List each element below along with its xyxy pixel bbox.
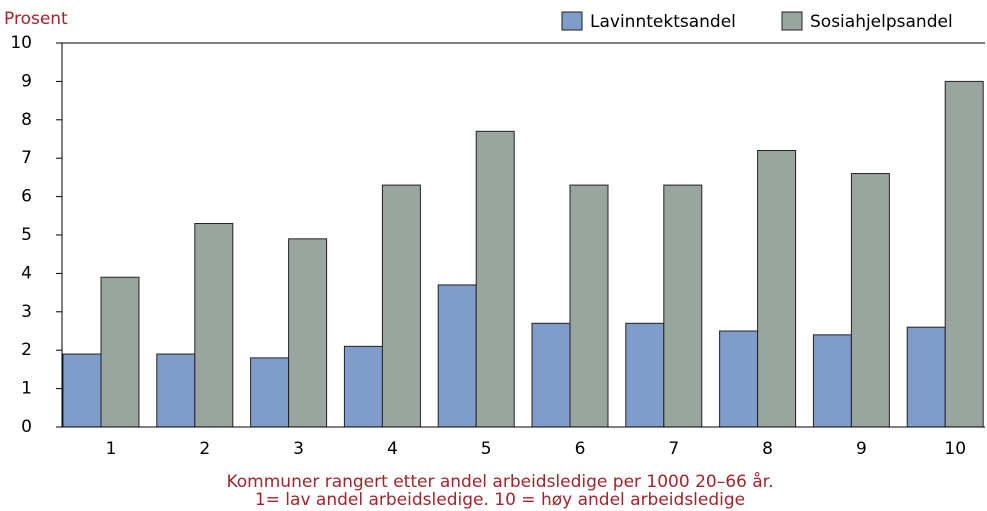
y-tick-label: 9: [21, 71, 32, 91]
x-axis-label: Kommuner rangert etter andel arbeidsledi…: [226, 471, 773, 492]
bar: [531, 322, 571, 428]
x-tick-label: 10: [944, 439, 966, 459]
bar: [663, 184, 703, 428]
x-tick-label: 6: [575, 439, 586, 459]
y-tick-label: 2: [21, 340, 32, 360]
y-tick-label: 7: [21, 148, 32, 168]
y-tick-label: 3: [21, 302, 32, 322]
bar: [437, 284, 477, 428]
bar: [250, 357, 290, 428]
bar: [812, 334, 852, 428]
legend-swatch: [781, 11, 803, 31]
x-axis-label: 1= lav andel arbeidsledige. 10 = høy and…: [255, 490, 745, 510]
bar: [100, 276, 140, 428]
x-tick-label: 5: [481, 439, 492, 459]
x-tick-label: 1: [106, 439, 117, 459]
bar: [343, 345, 383, 428]
bar: [757, 150, 797, 428]
x-tick-label: 9: [856, 439, 867, 459]
y-tick-label: 5: [21, 225, 32, 245]
y-tick-label: 4: [21, 263, 32, 283]
y-tick-label: 0: [21, 417, 32, 437]
bar: [475, 130, 515, 428]
y-tick-label: 10: [10, 33, 32, 53]
y-axis-label: Prosent: [4, 9, 68, 29]
bar: [850, 173, 890, 428]
bar: [944, 80, 984, 428]
bar: [569, 184, 609, 428]
bar: [194, 222, 234, 428]
x-tick-label: 2: [199, 439, 210, 459]
x-tick-label: 7: [668, 439, 679, 459]
bar: [625, 322, 665, 428]
x-tick-label: 3: [293, 439, 304, 459]
bar: [906, 326, 946, 428]
legend-label: Lavinntektsandel: [590, 12, 736, 32]
bar: [288, 238, 328, 428]
y-tick-label: 8: [21, 110, 32, 130]
x-tick-label: 4: [387, 439, 398, 459]
legend-swatch: [561, 11, 583, 31]
bar: [156, 353, 196, 428]
legend-label: Sosiahjelpsandel: [810, 12, 953, 32]
y-tick-label: 1: [21, 379, 32, 399]
x-tick-label: 8: [762, 439, 773, 459]
bar: [62, 353, 102, 428]
bar: [719, 330, 759, 428]
y-tick-label: 6: [21, 187, 32, 207]
bar: [381, 184, 421, 428]
